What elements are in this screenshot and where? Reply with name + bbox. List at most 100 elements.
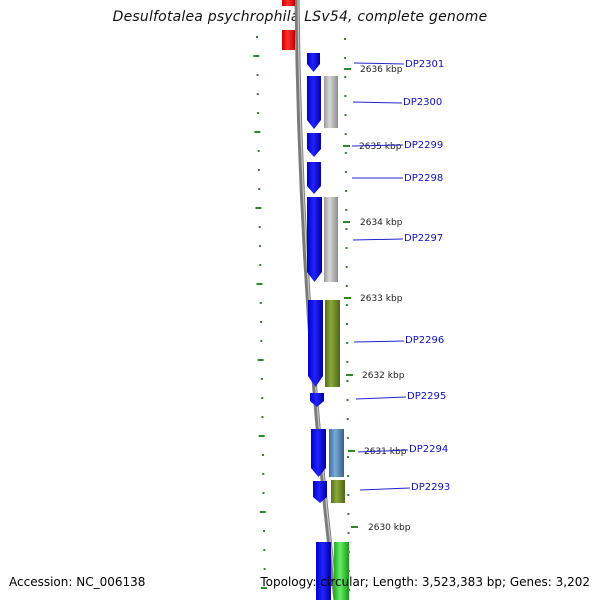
gc-dot xyxy=(344,95,347,97)
cds-arrow xyxy=(307,76,321,129)
gc-dot xyxy=(254,131,261,133)
cog-block-gray xyxy=(324,197,338,282)
gc-dot xyxy=(345,190,348,192)
gene-label[interactable]: DP2297 xyxy=(404,233,443,244)
gc-dot xyxy=(257,359,264,361)
accession-text: Accession: NC_006138 xyxy=(9,575,146,589)
gene-leader-line xyxy=(353,340,405,343)
gc-dot xyxy=(345,228,348,230)
cog-block-olive xyxy=(331,480,345,503)
gc-dot xyxy=(344,38,346,40)
gc-dot xyxy=(347,475,350,477)
gc-dot xyxy=(256,36,258,38)
gc-dot xyxy=(345,247,348,249)
gc-dot xyxy=(347,513,350,515)
gc-dot xyxy=(259,511,266,513)
rna-feature xyxy=(282,30,295,50)
gc-dot xyxy=(260,587,267,589)
map-title: Desulfotalea psychrophila LSv54, complet… xyxy=(112,9,488,25)
gc-dot xyxy=(258,245,261,247)
gc-dot xyxy=(260,378,263,380)
gc-dot xyxy=(263,568,266,570)
tick-label: 2630 kbp xyxy=(368,523,411,533)
scale-ticks: 2636 kbp 2635 kbp 2634 kbp 2633 kbp 2632… xyxy=(343,65,411,533)
rna-feature-top xyxy=(282,0,295,6)
gc-dot xyxy=(259,264,262,266)
cds-arrow xyxy=(316,542,331,600)
gene-label[interactable]: DP2294 xyxy=(409,444,448,455)
gene-label[interactable]: DP2301 xyxy=(405,59,444,70)
cds-arrow xyxy=(308,300,323,387)
gc-dot xyxy=(256,93,259,95)
gene-label[interactable]: DP2296 xyxy=(405,335,444,346)
gc-dot xyxy=(344,114,347,116)
gc-dot xyxy=(344,76,347,78)
gene-leader-line xyxy=(355,396,407,400)
gc-dot xyxy=(256,283,263,285)
gc-dot xyxy=(259,302,262,304)
tick-label: 2633 kbp xyxy=(360,294,403,304)
gc-dot xyxy=(347,494,350,496)
cog-block-steel xyxy=(329,429,344,477)
gc-dot xyxy=(344,152,347,154)
gc-dot xyxy=(253,55,260,57)
gc-dot xyxy=(263,530,266,532)
gene-leader-line xyxy=(357,449,409,453)
gc-dot xyxy=(261,454,264,456)
gene-leader-line xyxy=(352,238,404,241)
gene-label[interactable]: DP2293 xyxy=(411,482,450,493)
cds-arrow xyxy=(310,393,324,407)
cds-arrow xyxy=(307,133,321,157)
gc-dot xyxy=(256,74,259,76)
gc-dot xyxy=(255,207,262,209)
gc-dot xyxy=(345,285,348,287)
gene-leader-line xyxy=(352,101,403,104)
gc-dot xyxy=(346,342,349,344)
gc-dot xyxy=(346,437,349,439)
tick-label: 2634 kbp xyxy=(360,218,403,228)
gene-leader-line xyxy=(351,144,404,147)
cog-block-gray xyxy=(324,76,338,128)
gene-label[interactable]: DP2298 xyxy=(404,173,443,184)
cds-arrow xyxy=(313,481,327,503)
gene-label[interactable]: DP2300 xyxy=(403,97,442,108)
gc-dot xyxy=(261,416,264,418)
gene-label[interactable]: DP2299 xyxy=(404,140,443,151)
gc-dot xyxy=(344,133,347,135)
gc-dot xyxy=(344,57,347,59)
gene-labels: DP2301 DP2300 DP2299 DP2298 DP2297 DP229… xyxy=(403,59,450,493)
cog-track xyxy=(324,76,349,600)
cog-block-green xyxy=(334,542,349,600)
gc-dot xyxy=(262,473,265,475)
gc-dot xyxy=(346,323,349,325)
gc-dot xyxy=(257,112,260,114)
gc-dot xyxy=(263,549,266,551)
cds-arrow xyxy=(307,162,321,194)
gc-dot xyxy=(261,397,264,399)
gc-dot xyxy=(346,418,349,420)
gc-dot xyxy=(258,226,261,228)
gc-dot xyxy=(258,188,261,190)
gc-dot xyxy=(262,492,265,494)
gc-dot xyxy=(346,399,349,401)
gc-dot xyxy=(258,435,265,437)
gc-dot xyxy=(260,321,263,323)
gene-leader-line xyxy=(353,62,405,65)
gene-leaders xyxy=(351,62,411,491)
cog-block-olive xyxy=(325,300,340,387)
tick-label: 2631 kbp xyxy=(364,447,407,457)
cds-track xyxy=(307,53,331,600)
gene-label[interactable]: DP2295 xyxy=(407,391,446,402)
genome-summary-text: Topology: circular; Length: 3,523,383 bp… xyxy=(260,575,590,589)
gc-dot xyxy=(346,380,349,382)
tick-label: 2636 kbp xyxy=(360,65,403,75)
gc-dot xyxy=(345,209,348,211)
gc-dot xyxy=(344,171,347,173)
gc-dot xyxy=(346,456,349,458)
gc-dot xyxy=(260,340,263,342)
gc-dot xyxy=(346,361,349,363)
gc-dot xyxy=(347,532,350,534)
gc-dot xyxy=(257,150,260,152)
gc-dot xyxy=(345,304,348,306)
